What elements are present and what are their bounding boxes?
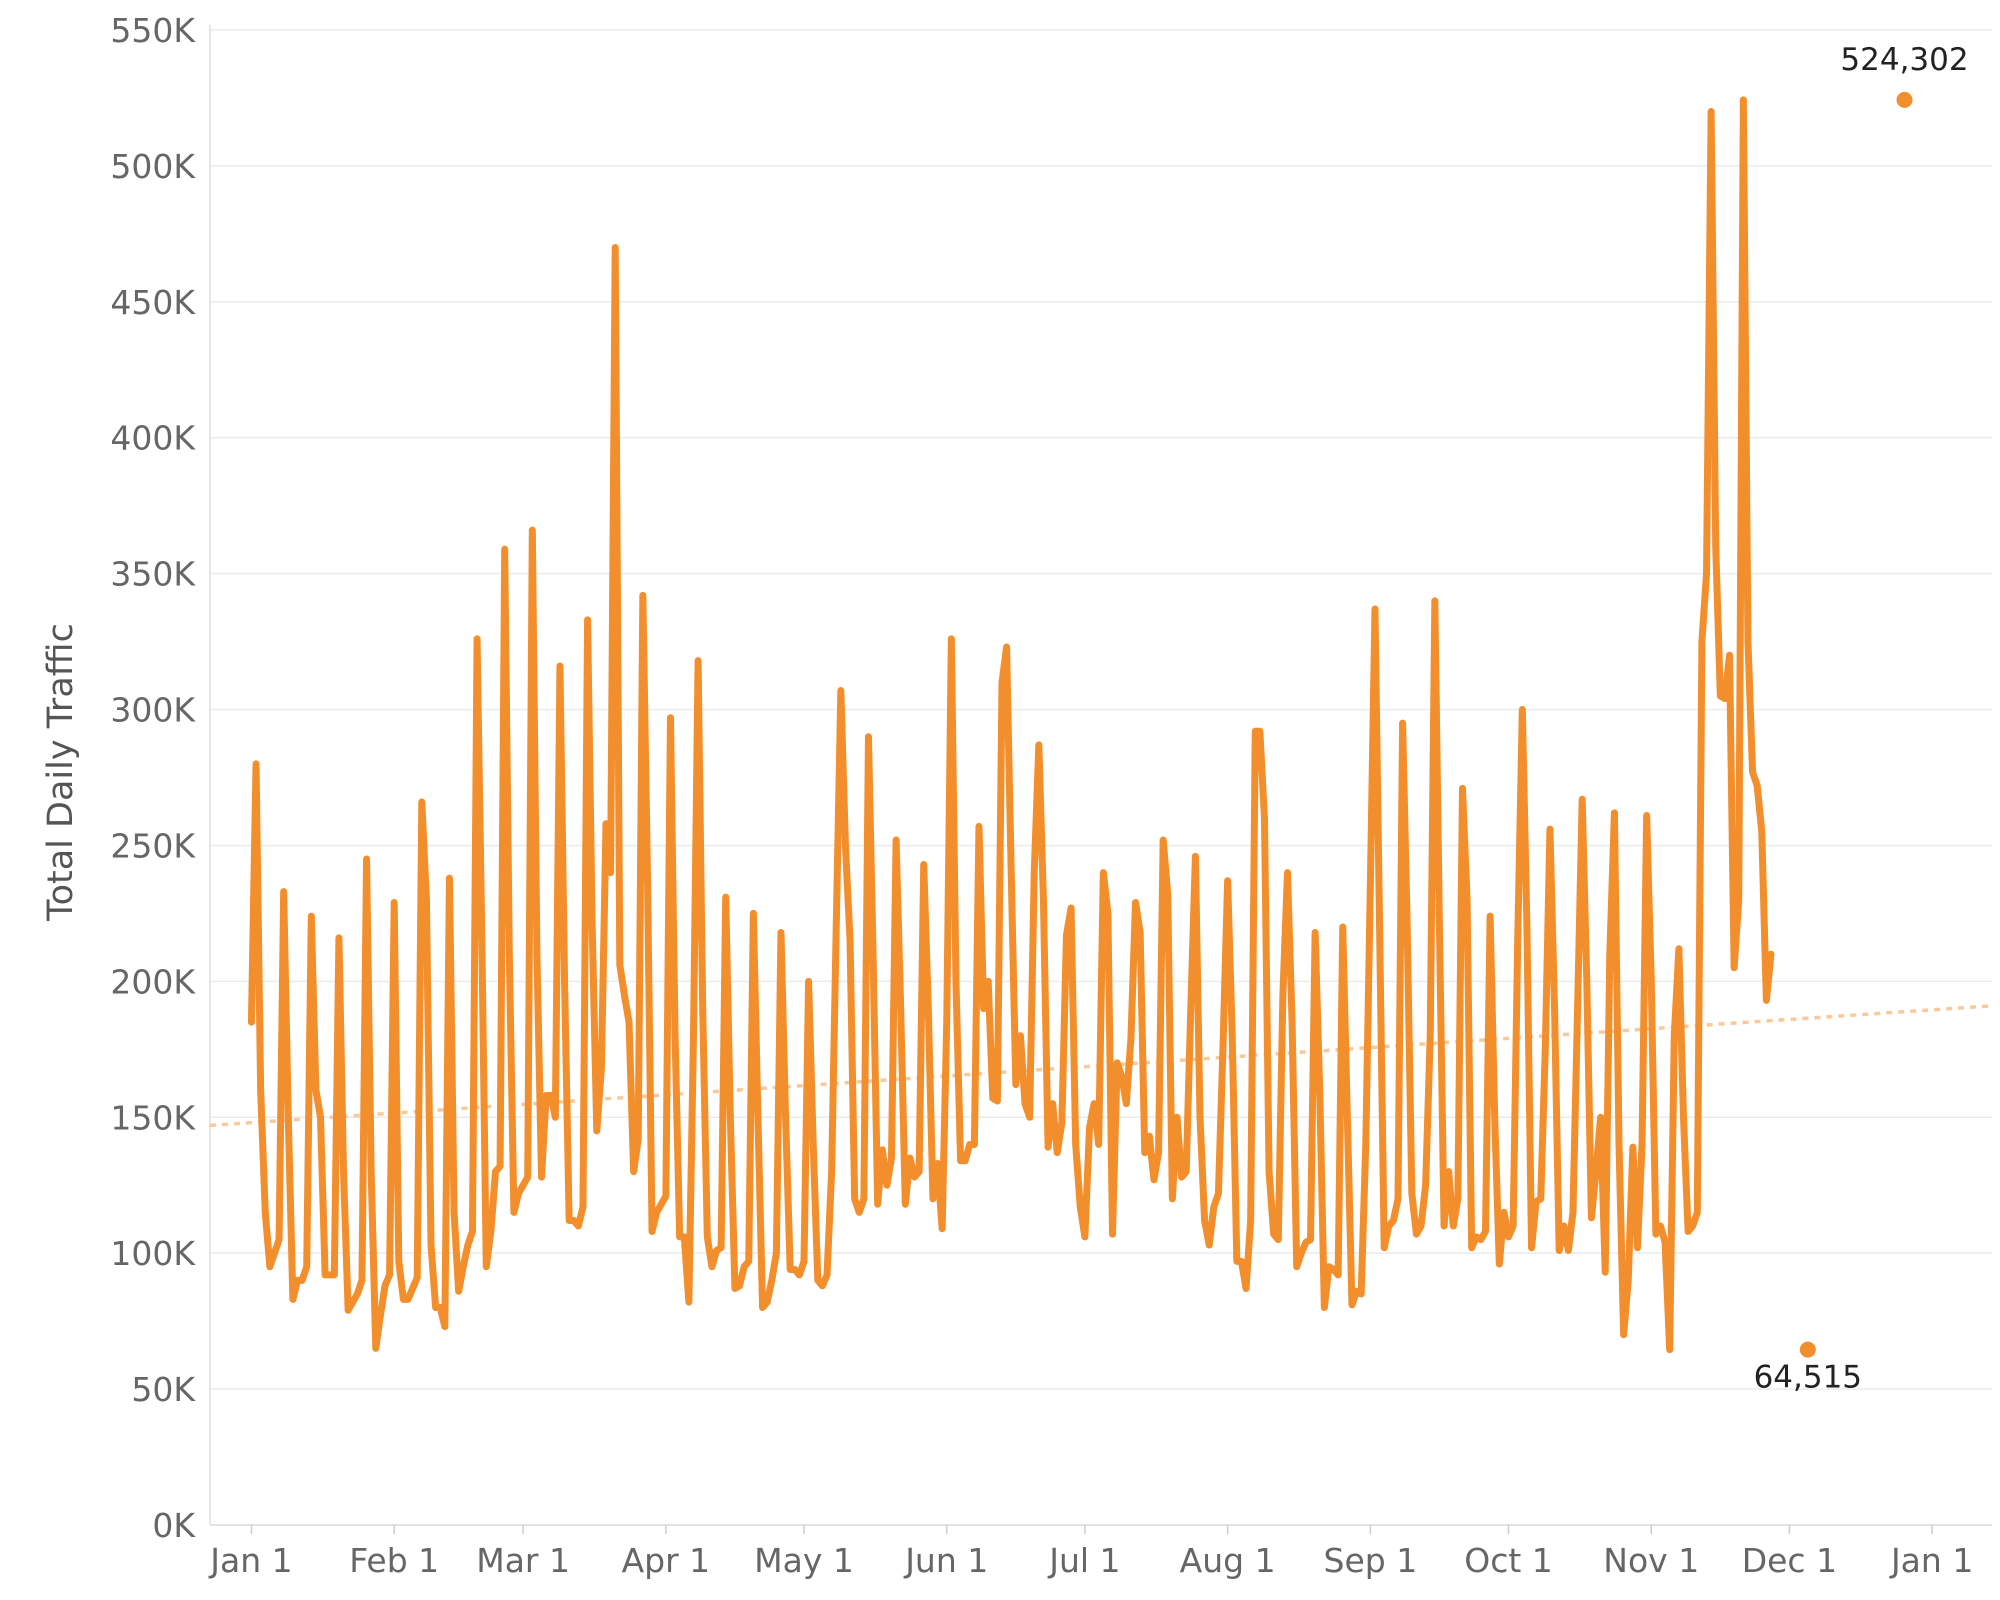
x-tick-label: Dec 1 [1742,1541,1837,1580]
axes [209,25,1992,1534]
annotation-label: 64,515 [1754,1360,1862,1396]
y-tick-label: 550K [110,11,196,50]
x-tick-label: Apr 1 [622,1541,711,1580]
series-layer [247,91,1913,1358]
labels: Total Daily Traffic 0K 50K 100K 150K 200K 250… [41,11,1973,1580]
y-tick-label: 100K [110,1234,196,1273]
y-tick-label: 0K [152,1506,196,1545]
y-tick-label: 400K [110,419,196,458]
x-tick-label: May 1 [754,1541,854,1580]
x-tick-label: Jul 1 [1047,1541,1120,1580]
y-tick-label: 350K [110,555,196,594]
annotation-label: 524,302 [1840,42,1968,78]
annotation-marker [1896,91,1913,108]
y-tick-label: 50K [131,1370,196,1409]
x-tick-label: Feb 1 [349,1541,439,1580]
y-axis-title: Total Daily Traffic [41,623,81,922]
x-tick-label: Jan 1 [1889,1541,1973,1580]
y-tick-label: 450K [110,283,196,322]
traffic-series-line [247,96,1775,1354]
x-tick-label: Jun 1 [903,1541,988,1580]
x-tick-label: Oct 1 [1464,1541,1553,1580]
x-tick-label: Jan 1 [208,1541,292,1580]
x-tick-label: Nov 1 [1603,1541,1699,1580]
y-tick-label: 500K [110,147,196,186]
y-tick-label: 250K [110,826,196,865]
annotation-marker [1799,1341,1816,1358]
y-tick-label: 200K [110,962,196,1001]
x-tick-label: Sep 1 [1324,1541,1418,1580]
x-tick-label: Mar 1 [476,1541,570,1580]
x-tick-label: Aug 1 [1180,1541,1276,1580]
y-tick-label: 150K [110,1098,196,1137]
y-tick-label: 300K [110,691,196,730]
